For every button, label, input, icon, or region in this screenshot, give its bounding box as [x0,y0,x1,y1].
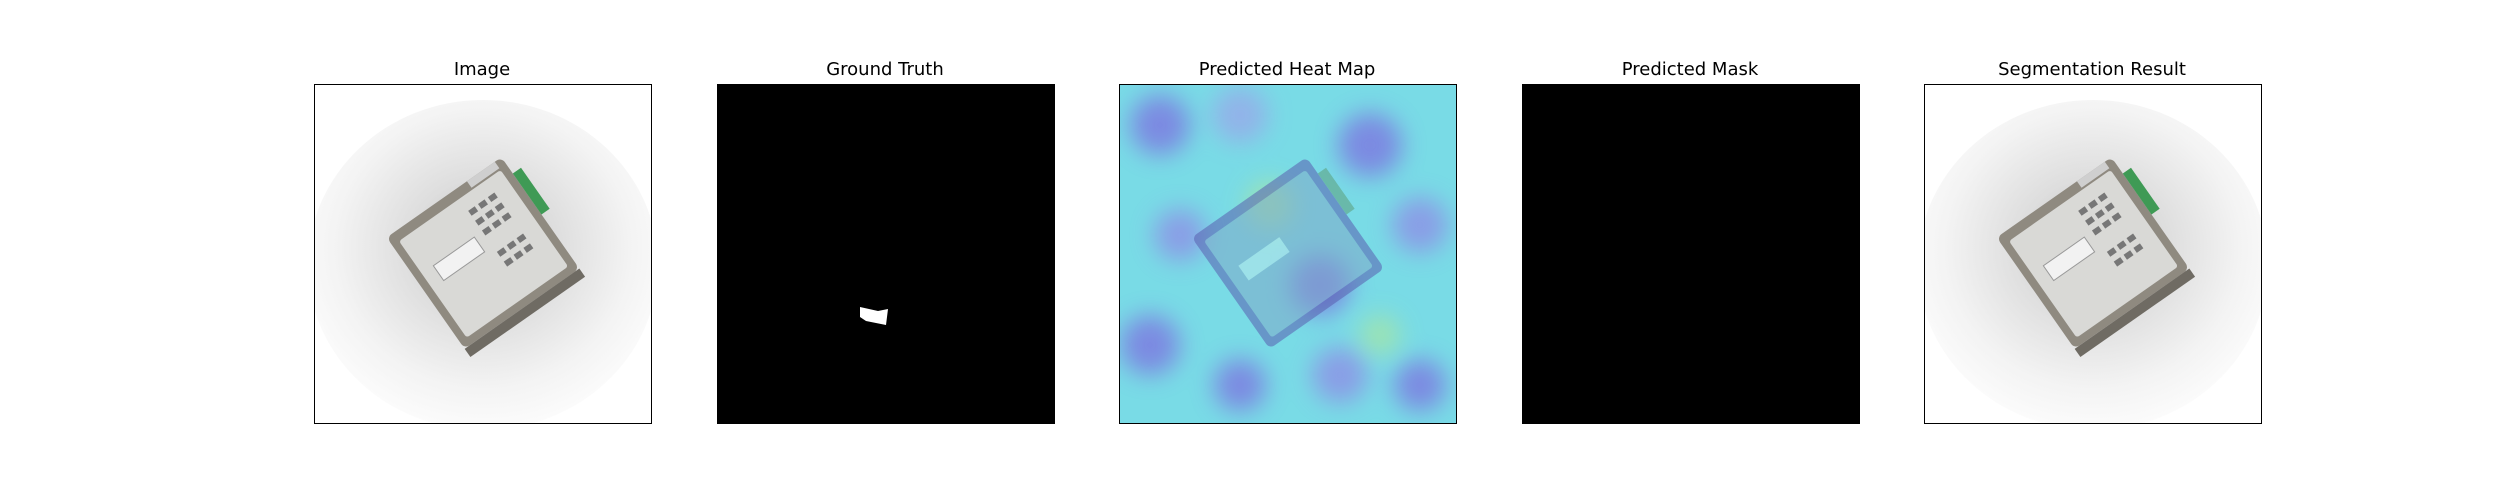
predicted-mask-image [1523,85,1859,423]
heat-map-panel [1119,84,1457,424]
segmentation-result-photo [1925,85,2261,423]
ground-truth-mask [718,85,1054,423]
image-panel [314,84,652,424]
ground-truth-panel [717,84,1055,424]
defect-region [860,307,888,325]
panel-title-heat-map: Predicted Heat Map [1198,59,1376,80]
heat-map-image [1120,85,1456,423]
segmentation-result-panel [1924,84,2262,424]
panel-title-segmentation-result: Segmentation Result [1998,59,2186,80]
panel-title-image: Image [453,59,511,80]
predicted-mask-panel [1522,84,1860,424]
device-photo [315,85,651,423]
panel-title-predicted-mask: Predicted Mask [1621,59,1759,80]
panel-title-ground-truth: Ground Truth [826,59,944,80]
